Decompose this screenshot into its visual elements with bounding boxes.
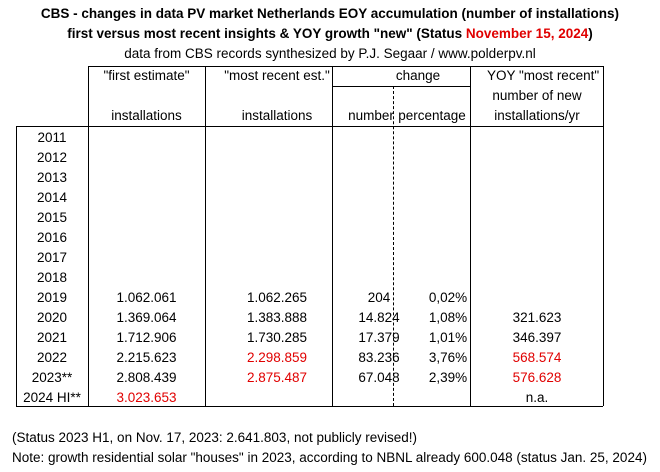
header-percentage: percentage [398,108,466,123]
cell-year: 2017 [36,250,68,265]
footnote-nbnl: Note: growth residential solar "houses" … [12,450,647,465]
table-row: 2021 1.712.906 1.730.285 17.379 1,01% 346.397 [16,328,587,348]
status-date: November 15, 2024 [465,26,589,41]
table-row: 2011 [16,128,587,148]
table-row: 2024 HI** 3.023.653 n.a. [16,388,587,408]
cell-year: 2024 HI** [23,390,81,405]
grid-line [332,86,470,87]
cell-yoy-new: 321.623 [512,310,562,325]
grid-line [332,66,333,406]
table-row: 2020 1.369.064 1.383.888 14.824 1,08% 321.623 [16,308,587,328]
cell-first-estimate: 2.215.623 [116,350,177,365]
grid-line-dashed [393,86,394,406]
cell-year: 2023** [31,370,73,385]
grid-line [470,66,471,406]
cell-year: 2011 [37,130,67,145]
chart-title: CBS - changes in data PV market Netherla… [40,6,620,21]
header-yoy-line3: installations/yr [494,108,580,123]
header-first-estimate: "first estimate" [103,68,190,83]
header-yoy-line1: YOY "most recent" [487,68,600,83]
subtitle-suffix: ) [588,26,593,41]
cell-year: 2020 [36,310,68,325]
table-row: 2014 [16,188,587,208]
cell-change-number: 17.379 [358,330,400,345]
cell-change-percentage: 2,39% [428,370,468,385]
cell-year: 2013 [36,170,68,185]
cell-change-number: 83.236 [358,350,400,365]
cell-first-estimate: 1.062.061 [116,290,177,305]
header-yoy-line2: number of new [492,88,582,103]
footnote-status: (Status 2023 H1, on Nov. 17, 2023: 2.641… [12,430,417,445]
cell-year: 2019 [36,290,68,305]
cell-most-recent: 1.383.888 [246,310,308,325]
table-row: 2022 2.215.623 2.298.859 83.236 3,76% 568.574 [16,348,587,368]
cell-year: 2014 [36,190,68,205]
chart-subtitle: first versus most recent insights & YOY … [0,26,660,41]
cell-year: 2018 [36,270,68,285]
header-number: number [348,108,394,123]
cell-yoy-new: 346.397 [512,330,562,345]
cell-yoy-new: 576.628 [512,370,562,385]
cell-yoy-new: 568.574 [512,350,562,365]
cell-first-estimate: 2.808.439 [116,370,177,385]
header-change: change [395,68,441,83]
cell-change-number: 204 [367,290,391,305]
cell-year: 2016 [36,230,68,245]
cell-change-percentage: 3,76% [428,350,468,365]
table-row: 2019 1.062.061 1.062.265 204 0,02% [16,288,587,308]
cell-most-recent: 2.875.487 [246,370,308,385]
cell-yoy-new: n.a. [525,390,549,405]
header-installations-first: installations [111,108,182,123]
grid-line [88,66,89,406]
cell-year: 2012 [36,150,68,165]
grid-line [16,126,603,127]
table-row: 2012 [16,148,587,168]
cell-most-recent: 1.062.265 [246,290,308,305]
grid-line [88,66,603,67]
cell-change-percentage: 1,01% [428,330,468,345]
cell-change-number: 14.824 [358,310,400,325]
cell-year: 2021 [36,330,68,345]
cell-most-recent: 1.730.285 [246,330,308,345]
cell-first-estimate: 1.712.906 [116,330,177,345]
cell-first-estimate: 1.369.064 [116,310,177,325]
cell-change-number: 67.048 [358,370,400,385]
grid-line [205,66,206,406]
table-row: 2015 [16,208,587,228]
table-row: 2018 [16,268,587,288]
header-installations-recent: installations [241,108,313,123]
cell-change-percentage: 1,08% [428,310,468,325]
table-row: 2013 [16,168,587,188]
header-most-recent-est: "most recent est." [224,68,330,83]
table-row: 2023** 2.808.439 2.875.487 67.048 2,39% 576.6… [16,368,587,388]
grid-line [603,66,604,406]
source-credit: data from CBS records synthesized by P.J… [124,46,536,61]
cell-year: 2015 [36,210,68,225]
cell-year: 2022 [36,350,68,365]
table-row: 2016 [16,228,587,248]
cell-change-percentage: 0,02% [428,290,468,305]
cell-first-estimate: 3.023.653 [116,390,177,405]
subtitle-prefix: first versus most recent insights & YOY … [67,26,466,41]
grid-line [16,126,17,406]
cell-most-recent: 2.298.859 [246,350,308,365]
table-row: 2017 [16,248,587,268]
grid-line [16,406,603,407]
